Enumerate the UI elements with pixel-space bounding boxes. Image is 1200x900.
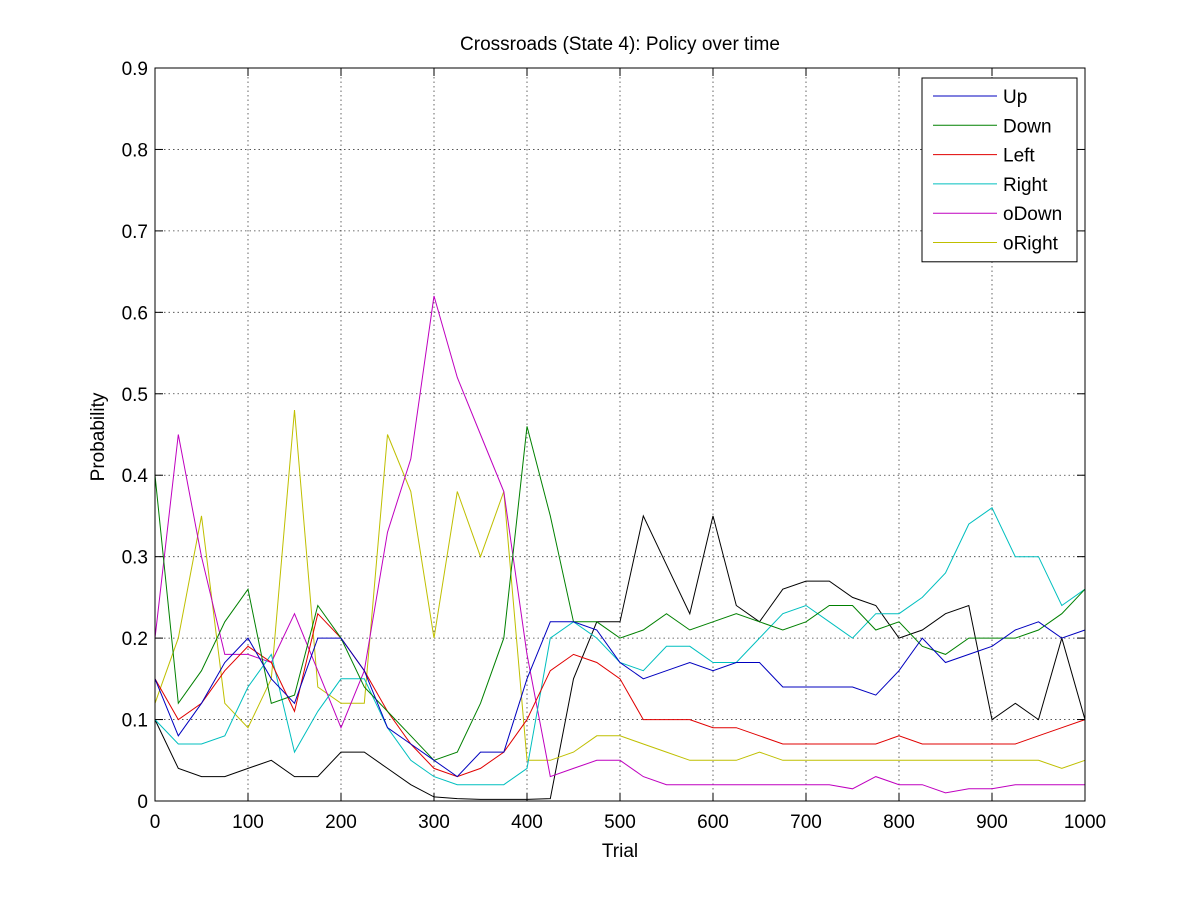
x-tick-label: 400 [511, 812, 543, 833]
x-tick-label: 300 [418, 812, 450, 833]
series-line-up [154, 621, 1086, 778]
y-tick-label: 0.2 [122, 629, 148, 650]
legend-box [921, 77, 1078, 263]
x-tick-label: 0 [150, 812, 161, 833]
y-tick-label: 0.5 [122, 385, 148, 406]
x-tick-label: 500 [604, 812, 636, 833]
legend-label: oDown [1003, 204, 1062, 225]
x-tick-label: 900 [976, 812, 1008, 833]
y-tick-label: 0.1 [122, 711, 148, 732]
series-line-odown [154, 295, 1085, 794]
y-tick-label: 0 [137, 792, 148, 813]
y-tick-label: 0.3 [122, 548, 148, 569]
x-tick-label: 600 [697, 812, 729, 833]
series-lines [154, 295, 1086, 800]
legend-label: Down [1003, 116, 1052, 137]
legend-label: oRight [1003, 234, 1059, 255]
legend-label: Up [1003, 87, 1027, 108]
series-line-down [154, 426, 1086, 761]
y-tick-label: 0.8 [122, 140, 148, 161]
x-tick-label: 100 [232, 812, 264, 833]
legend-label: Left [1003, 146, 1035, 167]
x-tick-label: 1000 [1064, 812, 1106, 833]
x-tick-label: 700 [790, 812, 822, 833]
y-tick-label: 0.7 [122, 222, 148, 243]
y-axis-label: Probability [88, 392, 109, 481]
chart-title: Crossroads (State 4): Policy over time [460, 34, 780, 55]
legend: Up Down Left Right oDown oRight [921, 77, 1078, 263]
series-line-left [154, 612, 1086, 778]
y-tick-label: 0.4 [122, 466, 149, 487]
legend-label: Right [1003, 175, 1048, 196]
x-axis-label: Trial [602, 841, 638, 862]
x-tick-label: 200 [325, 812, 357, 833]
x-tick-label: 800 [883, 812, 915, 833]
axis-ticks: 0 100 200 300 400 500 600 700 800 900 1000 0 0.1 0.2 0… [122, 59, 1107, 833]
y-tick-label: 0.6 [122, 303, 148, 324]
y-tick-label: 0.9 [122, 59, 148, 80]
series-line-oright [154, 410, 1086, 769]
series-line-unlabeled [154, 514, 1086, 800]
